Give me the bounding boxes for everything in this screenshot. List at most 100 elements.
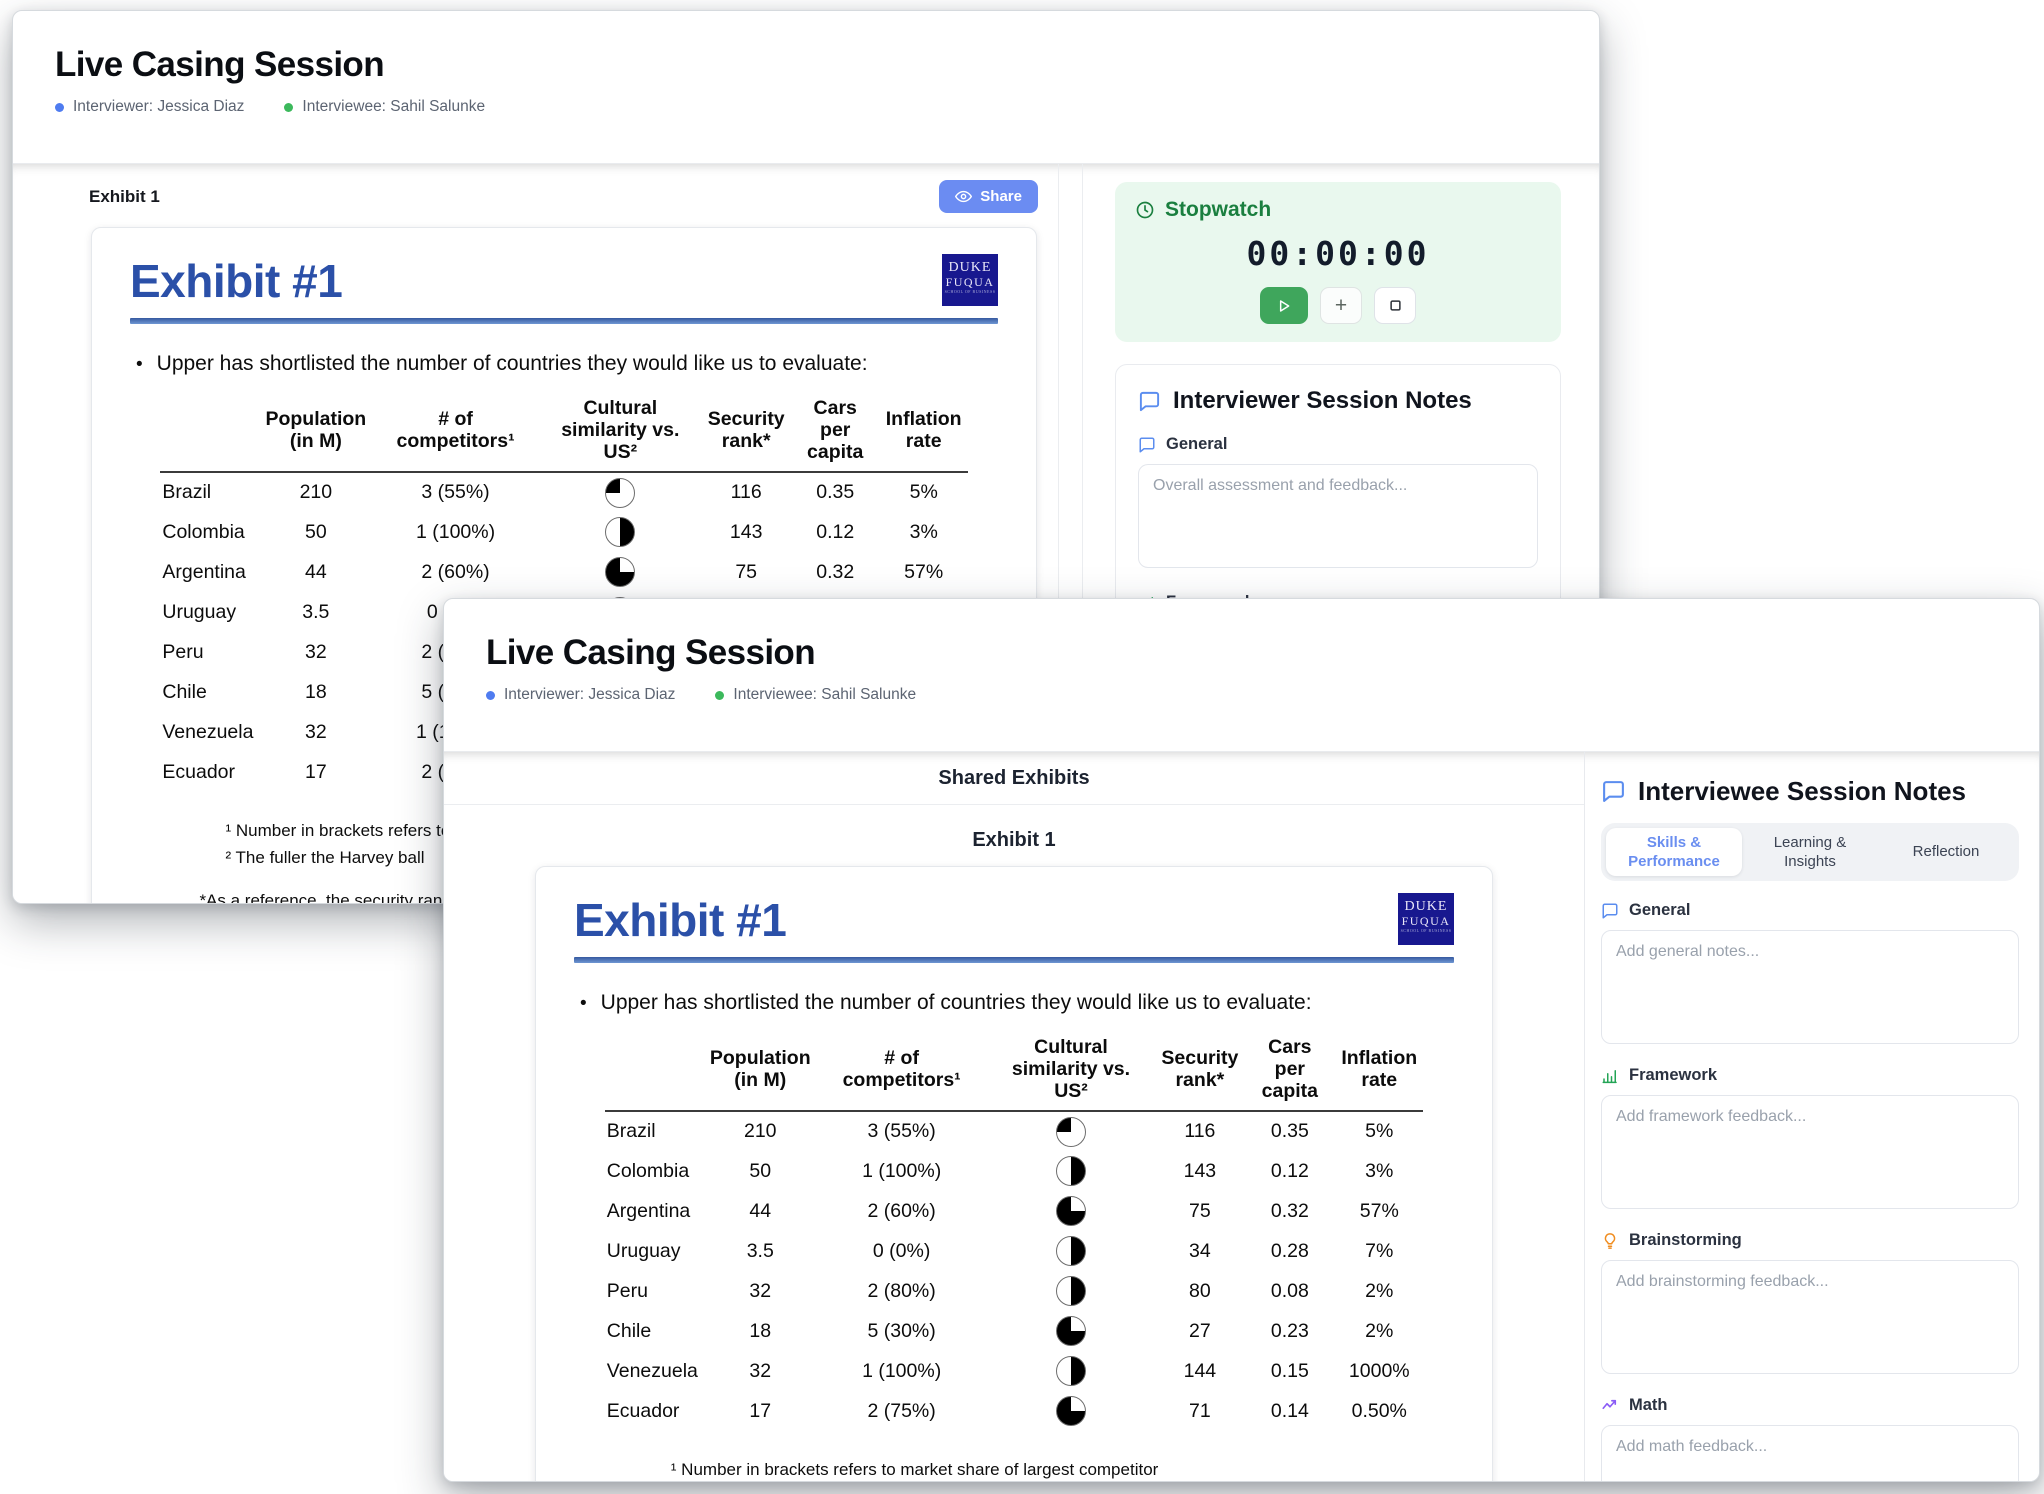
cell-country: Ecuador [606,1399,680,1422]
slide-title: Exhibit #1 [574,894,787,946]
interviewer-dot-icon [486,690,495,700]
brainstorming-textarea[interactable] [1601,1260,2019,1374]
cell-competitors: 2 (60%) [421,560,490,583]
cell-security-rank: 80 [1189,1279,1211,1302]
add-time-button[interactable]: + [1320,287,1362,324]
slide-title: Exhibit #1 [130,255,343,307]
cell-country: Chile [606,1319,652,1342]
share-button-label: Share [980,188,1022,205]
table-row: Uruguay 3.5 0 (0%) 34 0.28 7% [605,1231,1423,1271]
cell-population: 32 [304,720,327,743]
cell-security-rank: 75 [735,560,758,583]
cell-population: 3.5 [746,1239,774,1262]
cell-cars-per-capita: 0.14 [1270,1399,1309,1422]
cell-cars-per-capita: 0.35 [1270,1120,1309,1143]
cell-population: 50 [749,1159,772,1182]
cell-population: 50 [304,520,327,543]
cell-country: Peru [606,1279,648,1302]
table-row: Argentina 44 2 (60%) 75 0.32 57% [605,1191,1423,1231]
cell-country: Colombia [606,1159,690,1182]
window-back: Live Casing Session Interviewer: Jessica… [12,10,1600,904]
chat-icon [1138,390,1161,413]
framework-textarea[interactable] [1601,1095,2019,1209]
cell-cars-per-capita: 0.32 [1270,1199,1309,1222]
logo-text: SCHOOL OF BUSINESS [944,289,996,295]
column-header: Cars per capita [1244,1035,1336,1113]
page-title: Live Casing Session [486,633,816,672]
shared-exhibits-title: Shared Exhibits [444,752,1584,805]
cell-security-rank: 34 [1189,1239,1211,1262]
cell-population: 17 [749,1399,772,1422]
footnote: *As a reference, the security rank of [199,891,470,904]
harvey-ball-icon [1056,1116,1086,1147]
participants-row: Interviewer: Jessica Diaz Interviewee: S… [55,98,1557,116]
cell-inflation-rate: 57% [904,560,944,583]
cell-security-rank: 71 [1189,1399,1211,1422]
shared-exhibits-pane: Shared Exhibits Exhibit 1 Exhibit #1 DUK… [444,752,1584,1481]
column-header [604,1035,704,1113]
cell-competitors: 3 (55%) [421,481,490,504]
cell-population: 44 [749,1199,772,1222]
bar-chart-icon [1601,1067,1619,1085]
harvey-ball-icon [605,557,636,588]
chat-icon [1138,436,1156,454]
cell-population: 3.5 [302,600,330,623]
slide-bullet-text: Upper has shortlisted the number of coun… [136,352,998,376]
math-textarea[interactable] [1601,1425,2019,1481]
stop-button[interactable] [1374,287,1416,324]
cell-cars-per-capita: 0.08 [1270,1279,1309,1302]
column-header: Cultural similarity vs. US² [538,396,702,474]
cell-cultural-similarity [539,552,702,592]
slide-bullet-text: Upper has shortlisted the number of coun… [580,991,1454,1015]
tab-learning-insights[interactable]: Learning & Insights [1773,833,1847,871]
cell-population: 210 [299,481,333,504]
note-section-label: Brainstorming [1629,1231,1742,1249]
column-header: Cars per capita [790,396,880,474]
title-divider [574,957,1454,963]
cell-security-rank: 75 [1189,1199,1211,1222]
cell-inflation-rate: 5% [1365,1120,1394,1143]
cell-country: Argentina [606,1199,691,1222]
column-header: # of competitors¹ [372,396,539,474]
harvey-ball-icon [1056,1276,1086,1307]
cell-country: Brazil [162,481,212,504]
exhibit-slide: Exhibit #1 DUKE FUQUA SCHOOL OF BUSINESS… [535,866,1493,1481]
logo-text: SCHOOL OF BUSINESS [1400,928,1452,934]
note-section-header: Brainstorming [1601,1231,2019,1250]
interviewee-notes-panel: Interviewee Session Notes Skills & Perfo… [1584,752,2039,1481]
harvey-ball-icon [605,477,636,508]
chat-icon [1601,902,1619,920]
page-title: Live Casing Session [55,45,385,84]
cell-inflation-rate: 1000% [1348,1359,1410,1382]
column-header: Security rank* [1155,1035,1245,1113]
exhibits-area: Exhibit 1 Exhibit #1 DUKE FUQUA SCHOOL O… [444,805,1584,1481]
column-header [160,396,260,474]
table-row: Peru 32 2 (80%) 80 0.08 2% [605,1271,1423,1311]
column-header: Security rank* [701,396,791,474]
play-button[interactable] [1260,287,1308,324]
tab-reflection[interactable]: Reflection [1912,843,1980,861]
note-section-label: General [1629,901,1691,919]
column-header: Inflation rate [1335,1035,1424,1113]
note-section-header: Math [1601,1396,2019,1415]
cell-population: 210 [743,1120,777,1143]
logo-text: DUKE [1404,899,1448,914]
cell-competitors: 2 (75%) [867,1399,936,1422]
general-textarea[interactable] [1601,930,2019,1044]
interviewee-notes-title: Interviewee Session Notes [1638,776,1967,806]
stopwatch-panel: Stopwatch 00:00:00 + [1115,182,1561,342]
chat-icon [1601,779,1626,804]
cell-population: 32 [304,640,327,663]
share-button[interactable]: Share [939,180,1038,213]
footnote: ¹ Number in brackets refers to market sh… [670,1460,1159,1480]
harvey-ball-icon [605,517,636,548]
note-section-general: General [1601,901,2019,1049]
cell-cultural-similarity [539,472,702,512]
cell-population: 18 [304,680,327,703]
general-textarea[interactable] [1138,464,1538,568]
note-section-math: Math [1601,1396,2019,1481]
tab-skills-performance[interactable]: Skills & Performance [1606,828,1742,876]
logo-text: FUQUA [1401,913,1451,928]
cell-country: Peru [162,640,204,663]
cell-competitors: 0 (0%) [872,1239,931,1262]
